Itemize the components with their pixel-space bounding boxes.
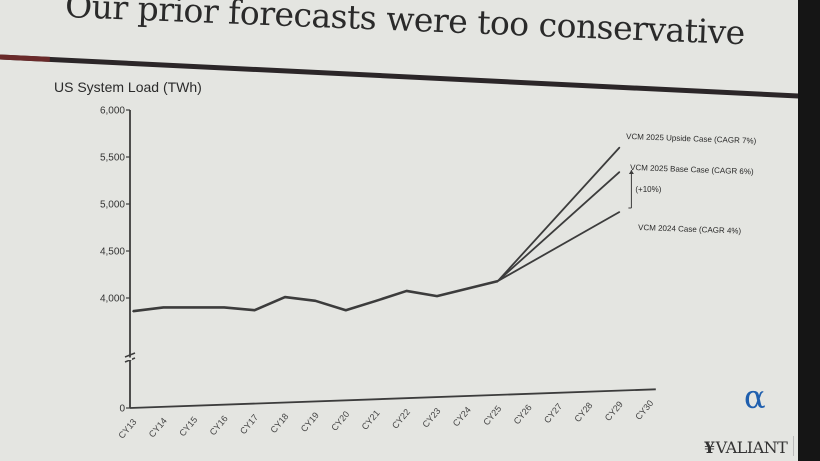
series-line-history xyxy=(132,279,499,313)
x-axis xyxy=(129,388,656,409)
data-point xyxy=(405,290,408,292)
axis-break-mark xyxy=(124,352,136,358)
x-tick-label: CY15 xyxy=(177,415,199,439)
x-tick-label: CY26 xyxy=(512,403,534,427)
data-point xyxy=(618,211,621,213)
brand-separator xyxy=(793,436,794,456)
axis-break-gap xyxy=(128,357,132,360)
data-point xyxy=(497,280,499,282)
x-tick-label: CY27 xyxy=(542,401,564,425)
data-point xyxy=(193,306,195,309)
series-label: VCM 2025 Upside Case (CAGR 7%) xyxy=(626,132,757,146)
x-tick-label: CY29 xyxy=(603,399,625,423)
x-tick-label: CY14 xyxy=(147,416,169,440)
data-point xyxy=(436,295,438,297)
data-point xyxy=(618,146,621,149)
series-line-forecast-1 xyxy=(497,146,621,282)
x-tick-label: CY18 xyxy=(268,411,290,435)
data-point xyxy=(223,306,225,309)
screen-frame xyxy=(798,0,820,461)
x-tick-label: CY17 xyxy=(238,412,260,436)
y-tick-label: 6,000 xyxy=(100,106,125,117)
x-tick-label: CY16 xyxy=(208,414,230,438)
series-line-forecast-3 xyxy=(497,211,620,282)
data-point xyxy=(253,309,256,312)
data-point xyxy=(375,300,378,302)
data-point xyxy=(314,300,317,302)
x-tick-label: CY19 xyxy=(299,410,321,434)
y-tick-label: 5,500 xyxy=(100,153,125,164)
x-tick-label: CY28 xyxy=(572,400,594,424)
x-tick-label: CY20 xyxy=(329,409,351,433)
data-point xyxy=(162,306,165,309)
brand-name: VALIANT xyxy=(715,438,788,457)
delta-annotation: (+10%) xyxy=(635,185,661,194)
alpha-logo: α xyxy=(744,378,766,416)
y-tick-label: 0 xyxy=(119,404,125,415)
x-tick-label: CY21 xyxy=(360,408,382,432)
data-point xyxy=(132,310,134,312)
arrow-up-icon xyxy=(628,170,634,175)
x-tick-label: CY13 xyxy=(116,417,138,441)
y-axis-label: US System Load (TWh) xyxy=(54,79,202,95)
x-tick-label: CY30 xyxy=(633,398,655,422)
data-point xyxy=(618,171,621,173)
valiant-logo-icon: ¥ xyxy=(704,438,715,457)
data-point xyxy=(466,287,469,290)
data-point xyxy=(284,296,286,298)
series-label: VCM 2024 Case (CAGR 4%) xyxy=(638,223,742,236)
series-line-forecast-2 xyxy=(497,171,621,282)
x-tick-label: CY24 xyxy=(451,405,473,429)
x-tick-label: CY22 xyxy=(390,407,412,431)
x-tick-label: CY25 xyxy=(481,404,503,428)
data-point xyxy=(345,309,347,312)
valiant-logo: ¥VALIANT xyxy=(704,438,788,457)
y-tick-label: 4,500 xyxy=(100,247,125,258)
x-tick-label: CY23 xyxy=(420,406,442,430)
y-tick-label: 5,000 xyxy=(100,200,125,211)
y-tick-label: 4,000 xyxy=(100,294,125,305)
load-chart: 0 4,000 4,500 5,000 5,500 6,000 CY13 CY14 CY15 CY… xyxy=(100,106,757,441)
series-label: VCM 2025 Base Case (CAGR 6%) xyxy=(630,163,754,176)
